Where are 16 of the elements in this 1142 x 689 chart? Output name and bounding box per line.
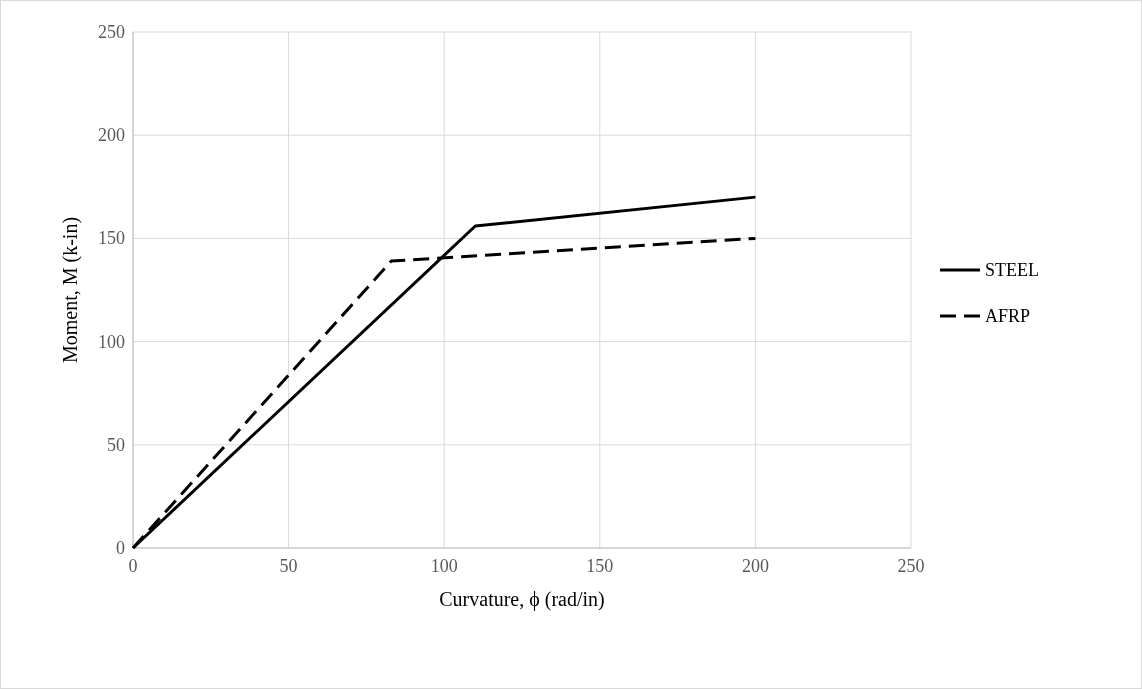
x-tick-label: 100 bbox=[430, 556, 458, 576]
y-tick-label: 150 bbox=[98, 228, 125, 249]
legend-label: STEEL bbox=[985, 260, 1039, 280]
x-tick-label: 150 bbox=[586, 556, 614, 576]
y-tick-label: 0 bbox=[116, 538, 125, 558]
x-tick-label: 50 bbox=[279, 556, 298, 576]
y-tick-label: 200 bbox=[98, 125, 125, 146]
x-tick-label: 0 bbox=[128, 556, 138, 576]
y-tick-label: 100 bbox=[98, 331, 125, 352]
y-axis-title: Moment, M (k-in) bbox=[59, 216, 82, 364]
legend-label: AFRP bbox=[985, 306, 1031, 326]
y-tick-label: 250 bbox=[98, 22, 125, 42]
x-axis-title: Curvature, ϕ (rad/in) bbox=[439, 588, 605, 611]
x-tick-label: 200 bbox=[741, 556, 769, 576]
y-tick-label: 50 bbox=[107, 434, 125, 455]
x-tick-label: 250 bbox=[897, 556, 925, 576]
